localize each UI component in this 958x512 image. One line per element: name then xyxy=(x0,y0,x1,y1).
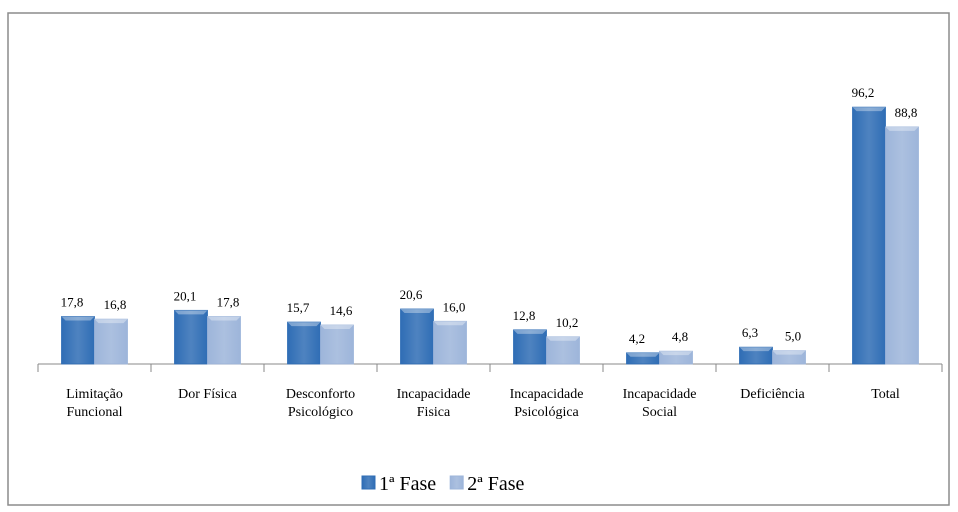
value-label: 6,3 xyxy=(742,325,758,340)
bar-top xyxy=(287,322,321,327)
legend-swatch xyxy=(361,475,376,490)
bar-top xyxy=(513,329,547,334)
bar-top xyxy=(400,308,434,313)
x-tick-label: Incapacidade Fisica xyxy=(396,387,471,420)
bar xyxy=(659,350,693,365)
value-label: 20,1 xyxy=(174,288,197,303)
x-tick-label: Incapacidade Psicológica xyxy=(509,387,584,420)
bar-top xyxy=(320,325,354,330)
bar-top xyxy=(772,350,806,355)
bar xyxy=(94,318,128,365)
value-label: 17,8 xyxy=(61,294,84,309)
value-label: 4,8 xyxy=(672,329,688,344)
value-label: 10,2 xyxy=(556,315,579,330)
value-label: 96,2 xyxy=(852,85,875,100)
x-tick-label: Deficiência xyxy=(740,387,805,402)
value-label: 16,0 xyxy=(443,299,466,314)
x-tick-label: Dor Física xyxy=(178,387,237,402)
value-label: 20,6 xyxy=(400,287,423,302)
bar xyxy=(287,321,321,365)
bar-top xyxy=(61,316,95,321)
value-label: 4,2 xyxy=(629,331,645,346)
bar-top xyxy=(885,126,919,131)
x-tick-label: Total xyxy=(871,387,900,402)
value-label: 15,7 xyxy=(287,300,310,315)
bar-top xyxy=(207,316,241,321)
bar xyxy=(174,309,208,365)
bar-top xyxy=(659,351,693,356)
x-tick-label: Desconforto Psicológico xyxy=(285,387,356,420)
x-tick-label: Incapacidade Social xyxy=(622,387,697,420)
bar xyxy=(400,308,434,365)
bar-top xyxy=(174,310,208,315)
bar xyxy=(433,320,467,365)
bar-top xyxy=(739,347,773,352)
bar xyxy=(207,316,241,365)
bar xyxy=(852,106,886,365)
chart-frame xyxy=(7,12,950,506)
bar xyxy=(513,329,547,365)
bar xyxy=(772,350,806,365)
bar xyxy=(61,316,95,365)
bar-top xyxy=(852,107,886,112)
bar-top xyxy=(94,319,128,324)
value-label: 88,8 xyxy=(895,105,918,120)
value-label: 5,0 xyxy=(785,329,801,344)
x-tick-label: Limitação Funcional xyxy=(66,387,123,420)
bar xyxy=(885,126,919,365)
bar-top xyxy=(546,336,580,341)
value-label: 14,6 xyxy=(330,303,353,318)
bar xyxy=(546,336,580,365)
legend-label: 2ª Fase xyxy=(467,473,524,495)
value-label: 12,8 xyxy=(513,308,536,323)
bar-top xyxy=(433,321,467,326)
value-label: 17,8 xyxy=(217,294,240,309)
legend-swatch xyxy=(449,475,464,490)
bar-top xyxy=(626,352,660,357)
legend-label: 1ª Fase xyxy=(379,473,436,495)
value-label: 16,8 xyxy=(104,297,127,312)
bar xyxy=(320,324,354,365)
